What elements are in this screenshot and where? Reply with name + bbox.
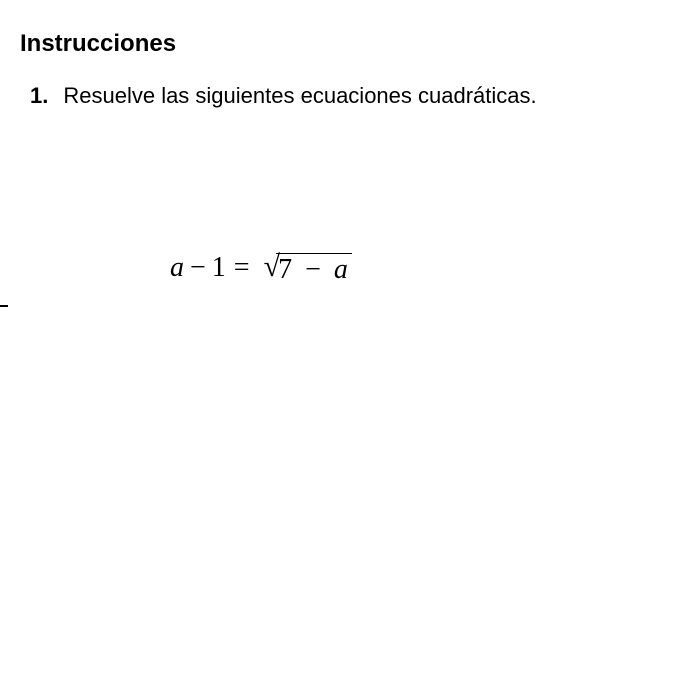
equation-left-var: a <box>170 252 184 284</box>
equation-left-num: 1 <box>212 252 226 284</box>
sqrt-content: 7 − a <box>276 253 352 286</box>
list-item-text: Resuelve las siguientes ecuaciones cuadr… <box>63 83 536 109</box>
equation-right-minus: − <box>305 254 321 285</box>
decorative-dash <box>0 305 8 307</box>
equation: a − 1 = √ 7 − a <box>170 249 680 286</box>
equation-left-minus: − <box>190 252 206 284</box>
equation-right-var: a <box>334 254 348 285</box>
sqrt-expression: √ 7 − a <box>264 249 352 286</box>
equation-right-num: 7 <box>278 254 292 285</box>
sqrt-symbol: √ <box>264 250 280 284</box>
list-item-number: 1. <box>30 83 48 109</box>
problem-list-item: 1. Resuelve las siguientes ecuaciones cu… <box>30 83 680 109</box>
equation-equals: = <box>234 252 250 284</box>
instructions-heading: Instrucciones <box>20 30 680 58</box>
